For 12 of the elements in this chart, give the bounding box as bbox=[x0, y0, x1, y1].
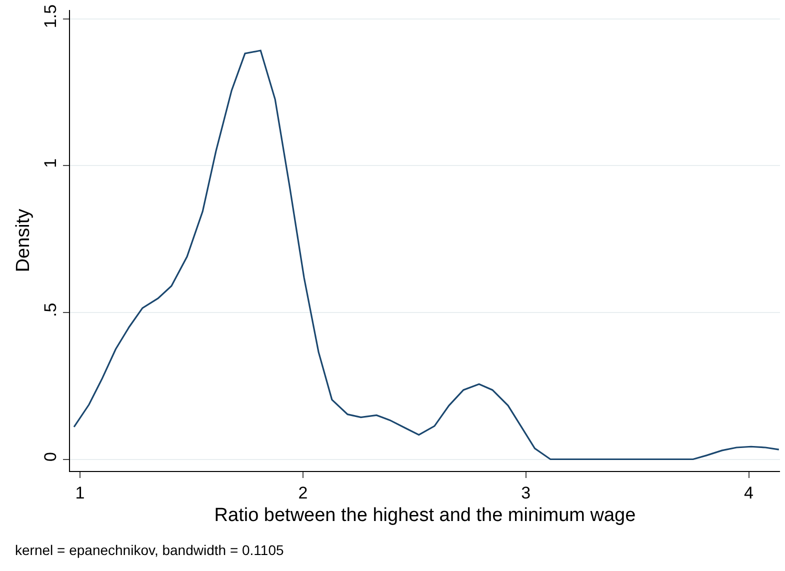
text: kernel = epanechnikov, bandwidth = 0.1105 bbox=[15, 542, 284, 558]
x-tick-label: 4 bbox=[744, 483, 754, 502]
x-tick-label: 3 bbox=[521, 483, 531, 502]
y-tick-label: 0 bbox=[41, 452, 60, 462]
y-tick-label: 1.5 bbox=[41, 4, 60, 28]
y-tick-label: .5 bbox=[41, 302, 60, 317]
line-series bbox=[73, 50, 780, 460]
x-axis-title: Ratio between the highest and the minimum wage bbox=[214, 505, 636, 526]
y-tick-label: 1 bbox=[41, 158, 60, 168]
x-tick-label: 2 bbox=[298, 483, 308, 502]
x-tick-label: 1 bbox=[75, 483, 85, 502]
y-axis-title: Density bbox=[13, 208, 34, 272]
